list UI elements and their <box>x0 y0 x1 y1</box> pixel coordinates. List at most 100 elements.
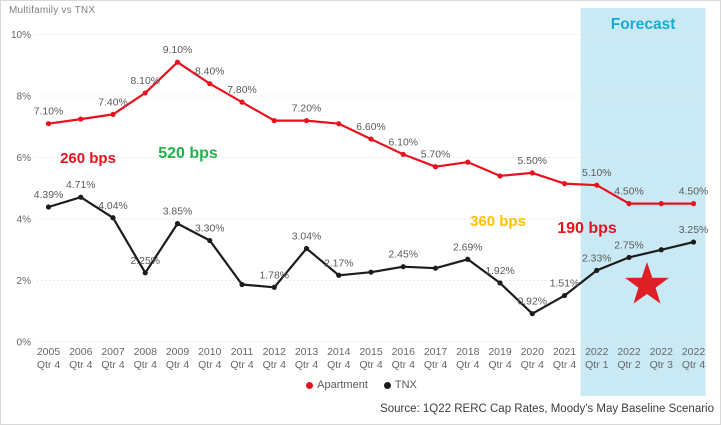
apartment-point <box>239 99 245 105</box>
apartment-point <box>561 181 568 187</box>
apartment-data-label: 5.50% <box>518 156 547 167</box>
y-axis-tick: 8% <box>17 92 32 103</box>
apartment-legend-label: Apartment <box>317 379 368 391</box>
apartment-data-label: 6.60% <box>356 122 385 133</box>
x-axis-label: 2018 Qtr 4 <box>456 346 480 371</box>
apartment-point <box>594 182 600 188</box>
tnx-point <box>626 254 632 261</box>
y-axis-tick: 6% <box>17 153 32 164</box>
tnx-point <box>690 239 697 245</box>
apartment-data-label: 4.50% <box>679 187 708 198</box>
tnx-data-label: 2.45% <box>389 250 418 261</box>
x-axis-label: 2022 Qtr 2 <box>617 346 641 371</box>
tnx-legend-dot-icon <box>383 381 391 389</box>
tnx-point <box>465 256 471 262</box>
apartment-point <box>626 201 632 207</box>
spread-annotation: 520 bps <box>158 145 218 162</box>
tnx-data-label: 1.51% <box>550 279 579 290</box>
tnx-data-label: 1.78% <box>260 270 289 281</box>
tnx-point <box>336 272 342 278</box>
x-axis-label: 2013 Qtr 4 <box>295 346 319 371</box>
tnx-point <box>432 265 439 271</box>
x-axis-label: 2016 Qtr 4 <box>392 346 416 371</box>
tnx-point <box>78 194 84 200</box>
tnx-point <box>110 215 116 221</box>
x-axis-label: 2022 Qtr 1 <box>585 346 609 371</box>
x-axis-label: 2015 Qtr 4 <box>359 346 383 371</box>
apartment-data-label: 7.40% <box>98 97 127 108</box>
apartment-point <box>110 111 116 118</box>
tnx-data-label: 3.04% <box>292 232 321 243</box>
tnx-point <box>400 264 406 270</box>
tnx-point <box>368 269 374 275</box>
apartment-point <box>465 159 471 165</box>
apartment-point <box>271 118 277 124</box>
x-axis-label: 2019 Qtr 4 <box>488 346 512 371</box>
tnx-point <box>142 270 148 276</box>
apartment-point <box>303 118 310 124</box>
tnx-point <box>561 292 568 299</box>
apartment-point <box>432 164 439 170</box>
tnx-data-label: 4.39% <box>34 190 63 201</box>
tnx-data-label: 3.30% <box>195 224 224 235</box>
tnx-data-label: 1.92% <box>485 266 514 277</box>
apartment-data-label: 7.10% <box>34 107 63 118</box>
tnx-data-label: 2.75% <box>614 240 643 251</box>
apartment-point <box>368 136 374 142</box>
x-axis-label: 2006 Qtr 4 <box>69 346 93 371</box>
tnx-data-label: 4.04% <box>98 201 127 212</box>
apartment-legend-dot-icon <box>306 381 314 389</box>
tnx-legend-label: TNX <box>394 379 417 391</box>
tnx-data-label: 3.85% <box>163 207 192 218</box>
apartment-data-label: 9.10% <box>163 45 192 56</box>
tnx-point <box>45 204 52 210</box>
spread-annotation: 360 bps <box>470 213 526 230</box>
apartment-point <box>78 116 84 122</box>
x-axis-label: 2020 Qtr 4 <box>521 346 545 371</box>
apartment-point <box>400 151 406 158</box>
apartment-point <box>174 59 181 65</box>
forecast-label: Forecast <box>611 16 676 33</box>
x-axis-label: 2009 Qtr 4 <box>166 346 190 371</box>
forecast-band <box>580 8 706 396</box>
tnx-data-label: 0.92% <box>518 297 547 308</box>
x-axis-label: 2022 Qtr 4 <box>682 346 706 371</box>
tnx-point <box>271 284 277 290</box>
star-icon <box>625 262 669 304</box>
apartment-point <box>45 121 52 127</box>
apartment-point <box>529 170 535 176</box>
apartment-point <box>690 201 697 207</box>
x-axis-label: 2007 Qtr 4 <box>101 346 125 371</box>
apartment-data-label: 5.70% <box>421 150 450 161</box>
y-axis-tick: 4% <box>17 215 32 226</box>
legend: Apartment TNX <box>1 377 720 393</box>
legend-item-apartment: Apartment <box>306 379 368 391</box>
apartment-point <box>497 173 503 179</box>
spread-annotation: 190 bps <box>557 220 617 237</box>
chart-title: Multifamily vs TNX <box>9 5 96 16</box>
y-axis-tick: 0% <box>17 338 32 349</box>
apartment-data-label: 7.80% <box>227 85 256 96</box>
tnx-point <box>174 221 181 227</box>
tnx-data-label: 4.71% <box>66 180 95 191</box>
apartment-data-label: 8.10% <box>131 76 160 87</box>
x-axis-label: 2017 Qtr 4 <box>424 346 448 371</box>
tnx-point <box>529 311 535 317</box>
tnx-point <box>497 280 503 286</box>
apartment-data-label: 5.10% <box>582 168 611 179</box>
y-axis-tick: 10% <box>11 30 31 41</box>
x-axis-label: 2012 Qtr 4 <box>263 346 287 371</box>
tnx-point <box>303 245 310 252</box>
x-axis-label: 2011 Qtr 4 <box>230 346 253 371</box>
x-axis-label: 2022 Qtr 3 <box>650 346 674 371</box>
y-axis-tick: 2% <box>17 276 32 287</box>
apartment-point <box>658 201 664 207</box>
tnx-point <box>207 237 213 244</box>
x-axis-label: 2010 Qtr 4 <box>198 346 222 371</box>
apartment-point <box>336 121 342 127</box>
source-attribution: Source: 1Q22 RERC Cap Rates, Moody's May… <box>380 403 714 415</box>
tnx-data-label: 2.33% <box>582 253 611 264</box>
x-axis-label: 2005 Qtr 4 <box>37 346 61 371</box>
tnx-data-label: 3.25% <box>679 225 708 236</box>
